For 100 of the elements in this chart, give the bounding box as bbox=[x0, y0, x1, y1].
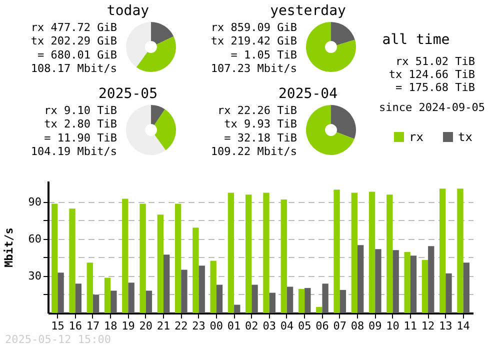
text: 107.23 Mbit/s bbox=[210, 62, 297, 76]
bar bbox=[198, 266, 205, 313]
bar bbox=[210, 260, 216, 313]
bar bbox=[410, 256, 417, 313]
y-tick-label: 90 bbox=[28, 195, 42, 208]
text: all time bbox=[382, 32, 450, 48]
y-tick-label: 30 bbox=[28, 269, 42, 282]
bar bbox=[428, 246, 434, 313]
bar bbox=[463, 262, 470, 313]
bar bbox=[110, 290, 117, 313]
x-tick-label: 16 bbox=[68, 320, 82, 332]
bar bbox=[58, 272, 64, 313]
bar bbox=[357, 245, 364, 313]
donut-slice bbox=[151, 22, 174, 44]
bar bbox=[334, 190, 340, 313]
x-tick-label: 12 bbox=[421, 320, 435, 332]
chart-title: yesterday bbox=[270, 3, 346, 19]
x-tick-label: 18 bbox=[104, 320, 118, 332]
bar bbox=[234, 304, 240, 313]
bar bbox=[322, 284, 328, 313]
x-tick-label: 14 bbox=[456, 320, 470, 332]
text: = 680.01 GiB bbox=[38, 48, 118, 62]
x-tick-label: 04 bbox=[280, 320, 294, 332]
bar bbox=[86, 262, 93, 313]
bar bbox=[192, 228, 199, 313]
text: rx 9.10 TiB bbox=[44, 104, 118, 117]
x-tick-label: 23 bbox=[192, 320, 206, 332]
bar bbox=[252, 284, 258, 313]
bar bbox=[52, 204, 58, 313]
x-tick-label: 20 bbox=[139, 320, 152, 332]
x-tick-label: 21 bbox=[156, 320, 170, 332]
bar bbox=[246, 194, 252, 313]
text: 104.19 Mbit/s bbox=[30, 145, 117, 158]
x-tick-label: 22 bbox=[174, 320, 188, 332]
y-tick-label: 60 bbox=[28, 232, 42, 246]
x-tick-label: 19 bbox=[122, 320, 135, 332]
text: rx 859.09 GiB bbox=[210, 21, 298, 34]
bar bbox=[263, 192, 270, 313]
text: tx 202.29 GiB bbox=[30, 34, 118, 48]
donut-slice bbox=[306, 22, 356, 72]
bar bbox=[446, 273, 452, 313]
x-tick-label: 02 bbox=[245, 320, 258, 332]
x-tick-label: 10 bbox=[386, 320, 400, 332]
bar bbox=[422, 260, 428, 313]
text: tx 219.42 GiB bbox=[210, 34, 298, 48]
bar bbox=[351, 192, 358, 313]
bar bbox=[316, 306, 322, 313]
bar bbox=[157, 214, 164, 313]
donut-slice bbox=[126, 105, 166, 155]
text: rx 477.72 GiB bbox=[30, 21, 118, 34]
bar bbox=[164, 254, 170, 313]
bar bbox=[146, 290, 152, 313]
bar bbox=[340, 290, 346, 313]
x-tick-label: 06 bbox=[316, 320, 329, 332]
bar bbox=[216, 284, 223, 313]
bar bbox=[392, 250, 399, 313]
x-tick-label: 05 bbox=[298, 320, 312, 332]
donut-slice bbox=[331, 22, 355, 46]
x-tick-label: 01 bbox=[227, 320, 241, 332]
text: since 2024-09-05 bbox=[379, 101, 485, 114]
bar bbox=[280, 200, 287, 313]
text: = 175.68 TiB bbox=[396, 81, 476, 94]
chart-title: 2025-04 bbox=[278, 86, 338, 102]
bar bbox=[298, 288, 305, 313]
donut-slice bbox=[151, 105, 165, 126]
x-tick-label: 08 bbox=[350, 320, 364, 332]
chart-title: today bbox=[106, 3, 150, 19]
bar bbox=[368, 192, 376, 313]
x-tick-label: 09 bbox=[368, 320, 382, 332]
y-axis-title: Mbit/s bbox=[2, 228, 16, 268]
bar bbox=[69, 208, 76, 313]
donut-slice bbox=[306, 105, 354, 155]
donut-slice bbox=[154, 109, 176, 150]
text: tx 2.80 TiB bbox=[44, 118, 118, 131]
bar bbox=[404, 252, 410, 313]
text: = 32.18 TiB bbox=[224, 131, 298, 144]
donut-slice bbox=[136, 36, 176, 72]
donut-slice bbox=[331, 105, 356, 139]
bar bbox=[269, 292, 276, 313]
bar bbox=[104, 278, 111, 313]
bar bbox=[181, 270, 188, 313]
bar bbox=[122, 198, 128, 313]
legend-label: tx bbox=[458, 130, 472, 144]
bar bbox=[174, 204, 182, 313]
text: 108.17 Mbit/s bbox=[30, 62, 117, 76]
x-tick-label: 11 bbox=[404, 320, 418, 332]
bar bbox=[75, 284, 82, 313]
x-tick-label: 15 bbox=[51, 320, 64, 332]
bar bbox=[128, 282, 134, 313]
bar bbox=[457, 188, 464, 313]
text: rx 51.02 TiB bbox=[396, 55, 476, 68]
text: tx 9.93 TiB bbox=[224, 118, 298, 131]
bar bbox=[439, 188, 446, 313]
x-tick-label: 17 bbox=[86, 320, 100, 332]
text: tx 124.66 TiB bbox=[388, 68, 476, 81]
chart-title: 2025-05 bbox=[98, 86, 158, 102]
x-tick-label: 07 bbox=[333, 320, 346, 332]
text: = 11.90 TiB bbox=[44, 131, 118, 144]
bar bbox=[304, 288, 311, 313]
bar bbox=[228, 192, 234, 313]
